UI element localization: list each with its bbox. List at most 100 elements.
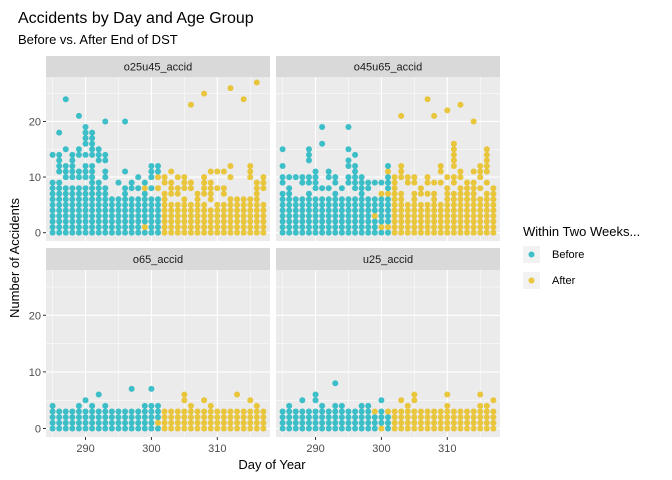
data-point xyxy=(155,402,161,409)
data-point xyxy=(102,118,109,125)
data-point xyxy=(108,201,115,208)
data-point xyxy=(56,224,63,231)
data-point xyxy=(345,425,352,432)
data-point xyxy=(141,408,148,415)
data-point xyxy=(345,196,352,203)
data-point xyxy=(75,190,82,197)
data-point xyxy=(338,196,345,203)
data-point xyxy=(292,207,299,214)
data-point xyxy=(227,229,234,236)
data-point xyxy=(260,419,267,426)
data-point xyxy=(260,179,267,186)
data-point xyxy=(391,425,398,432)
data-point xyxy=(227,414,234,421)
data-point xyxy=(234,419,241,426)
data-point xyxy=(260,414,267,421)
data-point xyxy=(220,201,227,208)
data-point xyxy=(253,224,260,231)
data-point xyxy=(352,218,359,225)
data-point xyxy=(490,408,497,415)
data-point xyxy=(102,201,109,208)
legend-label-before: Before xyxy=(552,249,584,261)
data-point xyxy=(286,408,293,415)
data-point xyxy=(299,179,306,186)
data-point xyxy=(247,207,254,214)
data-point xyxy=(227,207,234,214)
data-point xyxy=(56,179,63,186)
data-point xyxy=(450,162,457,169)
data-point xyxy=(378,229,385,236)
data-point xyxy=(305,207,312,214)
data-point xyxy=(292,414,299,421)
data-point xyxy=(102,408,109,415)
data-point xyxy=(187,224,194,231)
data-point xyxy=(325,218,332,225)
data-point xyxy=(417,425,424,432)
data-point xyxy=(161,414,168,421)
data-point xyxy=(141,224,148,231)
data-point xyxy=(148,168,155,175)
data-point xyxy=(424,414,431,421)
data-point xyxy=(332,425,339,432)
data-point xyxy=(404,207,411,214)
data-point xyxy=(365,414,372,421)
data-point xyxy=(82,168,89,175)
data-point xyxy=(457,212,464,219)
data-point xyxy=(345,224,352,231)
data-point xyxy=(49,419,56,426)
data-point xyxy=(214,419,221,426)
data-point xyxy=(69,218,76,225)
data-point xyxy=(234,207,241,214)
data-point xyxy=(75,402,82,409)
data-point xyxy=(431,196,438,203)
data-point xyxy=(312,419,319,426)
data-point xyxy=(365,201,372,208)
data-point xyxy=(411,218,418,225)
data-point xyxy=(207,224,214,231)
data-point xyxy=(135,196,142,203)
data-point xyxy=(174,408,181,415)
data-point xyxy=(240,419,247,426)
data-point xyxy=(431,179,438,186)
data-point xyxy=(115,218,122,225)
data-point xyxy=(338,408,345,415)
data-point xyxy=(483,196,490,203)
facet-strip-label: o65_accid xyxy=(133,254,183,266)
data-point xyxy=(260,229,267,236)
data-point xyxy=(148,196,155,203)
data-point xyxy=(477,174,484,181)
data-point xyxy=(234,201,241,208)
data-point xyxy=(286,224,293,231)
data-point xyxy=(279,419,286,426)
data-point xyxy=(89,425,96,432)
data-point xyxy=(299,425,306,432)
data-point xyxy=(214,212,221,219)
data-point xyxy=(56,190,63,197)
data-point xyxy=(365,185,372,192)
data-point xyxy=(299,218,306,225)
data-point xyxy=(312,414,319,421)
data-point xyxy=(332,414,339,421)
data-point xyxy=(312,207,319,214)
data-point xyxy=(75,414,82,421)
data-point xyxy=(187,419,194,426)
data-point xyxy=(417,201,424,208)
data-point xyxy=(227,85,234,92)
data-point xyxy=(464,408,471,415)
data-point xyxy=(424,207,431,214)
data-point xyxy=(102,218,109,225)
data-point xyxy=(148,201,155,208)
data-point xyxy=(108,218,115,225)
data-point xyxy=(312,185,319,192)
y-tick-label: 0 xyxy=(35,424,41,436)
data-point xyxy=(220,425,227,432)
data-point xyxy=(89,402,96,409)
data-point xyxy=(247,425,254,432)
data-point xyxy=(464,190,471,197)
data-point xyxy=(457,174,464,181)
data-point xyxy=(417,229,424,236)
data-point xyxy=(483,218,490,225)
data-point xyxy=(378,207,385,214)
data-point xyxy=(404,174,411,181)
data-point xyxy=(483,408,490,415)
